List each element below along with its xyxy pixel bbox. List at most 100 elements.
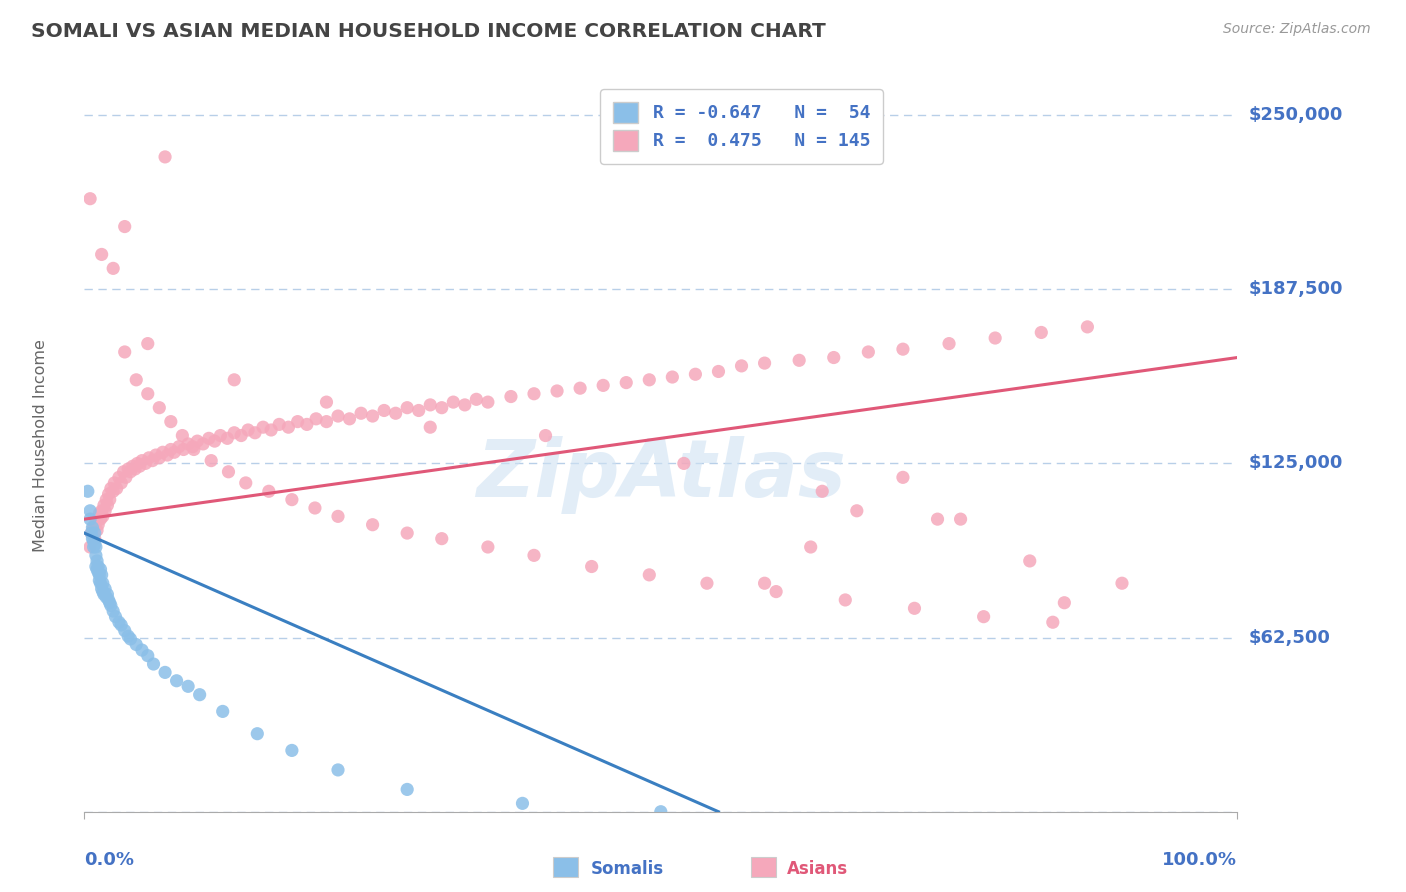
Point (1053, 596, 1076, 610)
Point (84, 515, 107, 529)
Point (477, 395, 499, 409)
Point (120, 632, 142, 646)
Point (707, 364, 730, 378)
Point (1018, 554, 1040, 568)
Point (141, 453, 163, 467)
Point (156, 448, 179, 462)
Point (103, 475, 125, 490)
Point (236, 423, 259, 437)
Point (90, 582, 112, 596)
Point (211, 705, 233, 719)
Point (361, 517, 384, 532)
Point (177, 679, 200, 693)
Point (110, 475, 132, 490)
Point (512, 797, 534, 811)
Point (1042, 615, 1064, 630)
Point (114, 219, 136, 234)
Point (581, 559, 603, 574)
Point (200, 453, 222, 467)
Point (754, 356, 776, 370)
Point (89, 574, 111, 588)
Point (83, 534, 105, 549)
Point (83, 526, 105, 541)
Point (454, 398, 477, 412)
Text: $62,500: $62,500 (1249, 629, 1330, 647)
Point (112, 465, 135, 479)
Point (209, 428, 232, 442)
Point (650, 805, 672, 819)
Point (191, 437, 214, 451)
Point (83, 537, 105, 551)
Point (499, 390, 522, 404)
Point (260, 423, 283, 437)
Point (523, 549, 546, 563)
Point (80, 526, 103, 541)
Text: Median Household Income: Median Household Income (34, 340, 48, 552)
Point (89, 562, 111, 576)
Point (160, 415, 183, 429)
Point (224, 373, 246, 387)
Point (183, 442, 205, 457)
Text: ZipAtlas: ZipAtlas (475, 436, 846, 515)
Point (82, 532, 104, 546)
Text: Somalis: Somalis (591, 860, 664, 878)
Point (218, 465, 240, 479)
Point (120, 465, 142, 479)
Point (84, 549, 107, 563)
Point (252, 420, 274, 434)
Point (614, 376, 637, 390)
Point (569, 381, 592, 395)
Point (217, 431, 239, 445)
Bar (751, 857, 776, 877)
Point (117, 462, 139, 476)
Point (1031, 326, 1053, 340)
Point (114, 345, 136, 359)
Point (79, 504, 101, 518)
Point (224, 425, 246, 440)
Point (153, 665, 176, 680)
Point (408, 403, 430, 417)
Point (638, 567, 661, 582)
Point (787, 353, 810, 368)
Point (384, 406, 406, 420)
Point (534, 428, 557, 442)
Point (845, 504, 868, 518)
Point (1111, 576, 1133, 591)
Point (891, 342, 914, 356)
Point (121, 459, 143, 474)
Point (105, 482, 128, 496)
Point (834, 593, 856, 607)
Point (80, 526, 103, 541)
Point (281, 492, 304, 507)
Point (91, 576, 114, 591)
Point (546, 384, 568, 398)
Point (136, 336, 159, 351)
Point (89, 507, 111, 521)
Point (204, 434, 226, 449)
Point (108, 615, 131, 630)
Point (103, 484, 124, 499)
Point (685, 368, 707, 382)
Point (823, 351, 845, 365)
Point (96, 492, 118, 507)
Point (76, 484, 98, 499)
Point (754, 576, 776, 591)
Point (94, 504, 117, 518)
Point (97, 487, 120, 501)
Point (177, 437, 200, 451)
Point (339, 412, 361, 426)
Point (326, 763, 349, 777)
Point (315, 415, 337, 429)
Point (811, 484, 834, 499)
Point (430, 401, 453, 415)
Point (419, 398, 441, 412)
Point (672, 457, 695, 471)
Point (86, 523, 108, 537)
Point (927, 512, 949, 526)
Point (350, 406, 373, 420)
Point (160, 442, 183, 457)
Point (138, 450, 160, 465)
Point (858, 345, 880, 359)
Point (131, 453, 153, 467)
Point (128, 459, 150, 474)
